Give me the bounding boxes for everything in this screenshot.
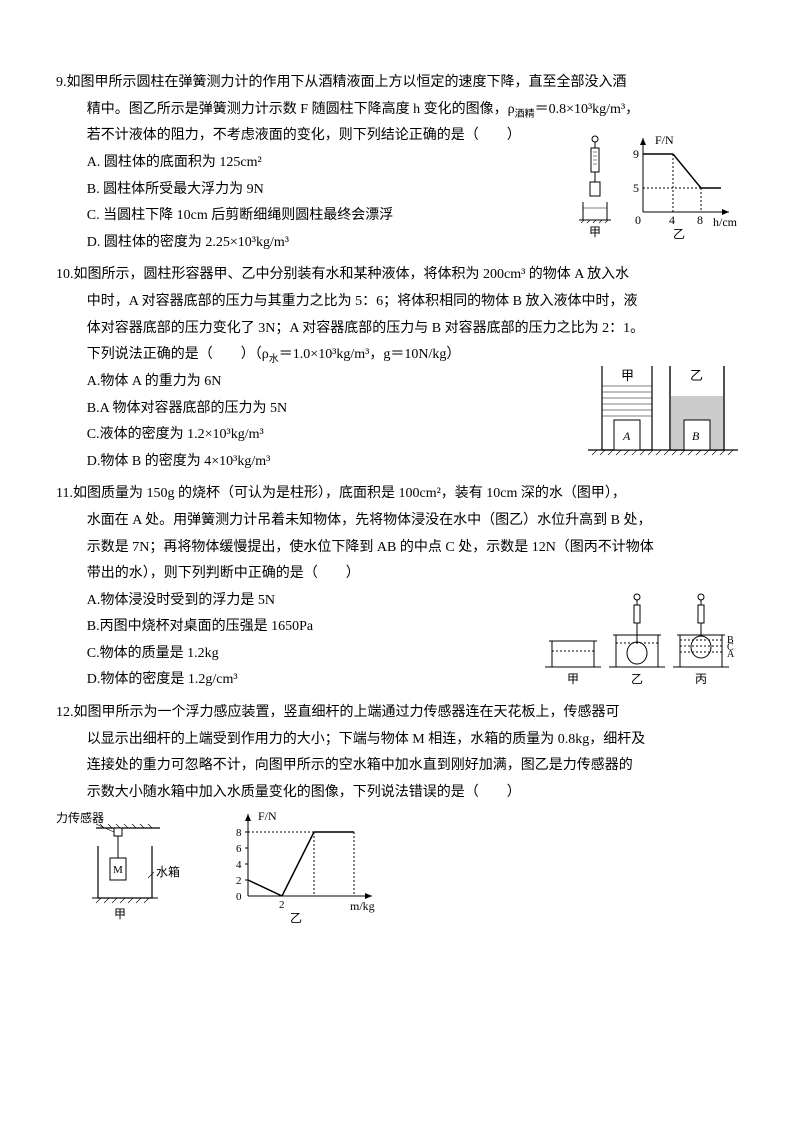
question-11: 11.如图质量为 150g 的烧杯（可认为是柱形），底面积是 100cm²，装有… xyxy=(56,481,738,694)
q10-cap-left: 甲 xyxy=(621,368,634,383)
q12-y6: 6 xyxy=(236,843,242,855)
q11-l1: 如图质量为 150g 的烧杯（可认为是柱形），底面积是 100cm²，装有 10… xyxy=(73,486,626,501)
q12-l1: 如图甲所示为一个浮力感应装置，竖直细杆的上端通过力传感器连在天花板上，传感器可 xyxy=(74,705,620,720)
q9-cap-right: 乙 xyxy=(673,227,685,241)
q10-cap-right: 乙 xyxy=(690,368,703,383)
q11-cap3: 丙 xyxy=(695,672,707,686)
q10-l4b: ＝1.0×10³kg/m³，g＝10N/kg） xyxy=(279,347,461,362)
q12-x2: 2 xyxy=(279,899,285,911)
q12-M: M xyxy=(113,864,123,876)
q9-y5: 5 xyxy=(633,181,639,195)
q12-y2: 2 xyxy=(236,875,242,887)
q9-stem: 9.如图甲所示圆柱在弹簧测力计的作用下从酒精液面上方以恒定的速度下降，直至全部没… xyxy=(56,70,738,97)
q9-ylabel: F/N xyxy=(655,133,674,147)
q10-svg: A 甲 B 乙 xyxy=(588,362,738,466)
q11-num: 11. xyxy=(56,486,73,501)
q9-l1: 如图甲所示圆柱在弹簧测力计的作用下从酒精液面上方以恒定的速度下降，直至全部没入酒 xyxy=(67,75,627,90)
q10-sub: 水 xyxy=(269,354,279,365)
q9-x4: 4 xyxy=(669,213,675,227)
q11-l4: 带出的水），则下列判断中正确的是（ ） xyxy=(56,561,738,588)
q10-l1: 如图所示，圆柱形容器甲、乙中分别装有水和某种液体，将体积为 200cm³ 的物体… xyxy=(74,267,630,282)
q10-l4: 下列说法正确的是（ ）（ρ xyxy=(87,347,269,362)
q9-cap-left: 甲 xyxy=(589,225,601,239)
q12-num: 12. xyxy=(56,705,74,720)
q12-y8: 8 xyxy=(236,827,242,839)
q11-cap2: 乙 xyxy=(631,672,643,686)
q10-l3: 体对容器底部的压力变化了 3N；A 对容器底部的压力与 B 对容器底部的压力之比… xyxy=(56,316,738,343)
q11-figure: 甲 乙 xyxy=(543,593,738,702)
q12-tank-label: 水箱 xyxy=(156,864,180,879)
q12-cap1: 甲 xyxy=(114,907,126,921)
q10-num: 10. xyxy=(56,267,74,282)
q10-figure: A 甲 B 乙 xyxy=(588,362,738,477)
q9-x8: 8 xyxy=(697,213,703,227)
q11-l3: 示数是 7N；再将物体缓慢提出，使水位下降到 AB 的中点 C 处，示数是 12… xyxy=(56,535,738,562)
q11-svg: 甲 乙 xyxy=(543,593,738,691)
q12-l3: 连接处的重力可忽略不计，向图甲所示的空水箱中加水直到刚好加满，图乙是力传感器的 xyxy=(56,753,738,780)
question-9: 9.如图甲所示圆柱在弹簧测力计的作用下从酒精液面上方以恒定的速度下降，直至全部没… xyxy=(56,70,738,256)
q9-l2: 精中。图乙所示是弹簧测力计示数 F 随圆柱下降高度 h 变化的图像，ρ xyxy=(87,102,515,117)
q9-x0: 0 xyxy=(635,213,641,227)
q12-cap2: 乙 xyxy=(290,911,302,925)
q11-A: A xyxy=(727,649,735,660)
q12-y4: 4 xyxy=(236,859,242,871)
q12-y0: 0 xyxy=(236,891,242,903)
q9-l2-wrap: 精中。图乙所示是弹簧测力计示数 F 随圆柱下降高度 h 变化的图像，ρ酒精＝0.… xyxy=(56,97,738,124)
q10-l2: 中时，A 对容器底部的压力与其重力之比为 5：6；将体积相同的物体 B 放入液体… xyxy=(56,289,738,316)
q9-figure: 甲 F/N h/cm 9 5 0 4 8 xyxy=(573,134,738,253)
q12-stem: 12.如图甲所示为一个浮力感应装置，竖直细杆的上端通过力传感器连在天花板上，传感… xyxy=(56,700,738,727)
q11-l2: 水面在 A 处。用弹簧测力计吊着未知物体，先将物体浸没在水中（图乙）水位升高到 … xyxy=(56,508,738,535)
q9-num: 9. xyxy=(56,75,67,90)
q11-stem: 11.如图质量为 150g 的烧杯（可认为是柱形），底面积是 100cm²，装有… xyxy=(56,481,738,508)
question-10: 10.如图所示，圆柱形容器甲、乙中分别装有水和某种液体，将体积为 200cm³ … xyxy=(56,262,738,475)
q12-fig-right: F/N m/kg 8 6 4 2 0 2 乙 xyxy=(226,810,386,930)
q9-xlabel: h/cm xyxy=(713,215,738,229)
question-12: 12.如图甲所示为一个浮力感应装置，竖直细杆的上端通过力传感器连在天花板上，传感… xyxy=(56,700,738,930)
q12-l4: 示数大小随水箱中加入水质量变化的图像，下列说法错误的是（ ） xyxy=(56,780,738,807)
q12-l2: 以显示出细杆的上端受到作用力的大小；下端与物体 M 相连，水箱的质量为 0.8k… xyxy=(56,727,738,754)
q12-figure-row: 力传感器 M 水箱 甲 xyxy=(56,810,738,930)
q9-l2b: ＝0.8×10³kg/m³， xyxy=(535,102,640,117)
q12-ylabel: F/N xyxy=(258,809,277,823)
q12-xlabel: m/kg xyxy=(350,899,375,913)
q11-cap1: 甲 xyxy=(567,672,579,686)
q9-sub: 酒精 xyxy=(515,108,535,119)
q10-B: B xyxy=(692,429,700,443)
q10-A: A xyxy=(622,429,631,443)
q12-fig-left: 力传感器 M 水箱 甲 xyxy=(56,810,186,930)
q9-y9: 9 xyxy=(633,147,639,161)
q12-sensor-label: 力传感器 xyxy=(56,810,104,825)
q9-svg: 甲 F/N h/cm 9 5 0 4 8 xyxy=(573,134,738,242)
q10-stem: 10.如图所示，圆柱形容器甲、乙中分别装有水和某种液体，将体积为 200cm³ … xyxy=(56,262,738,289)
